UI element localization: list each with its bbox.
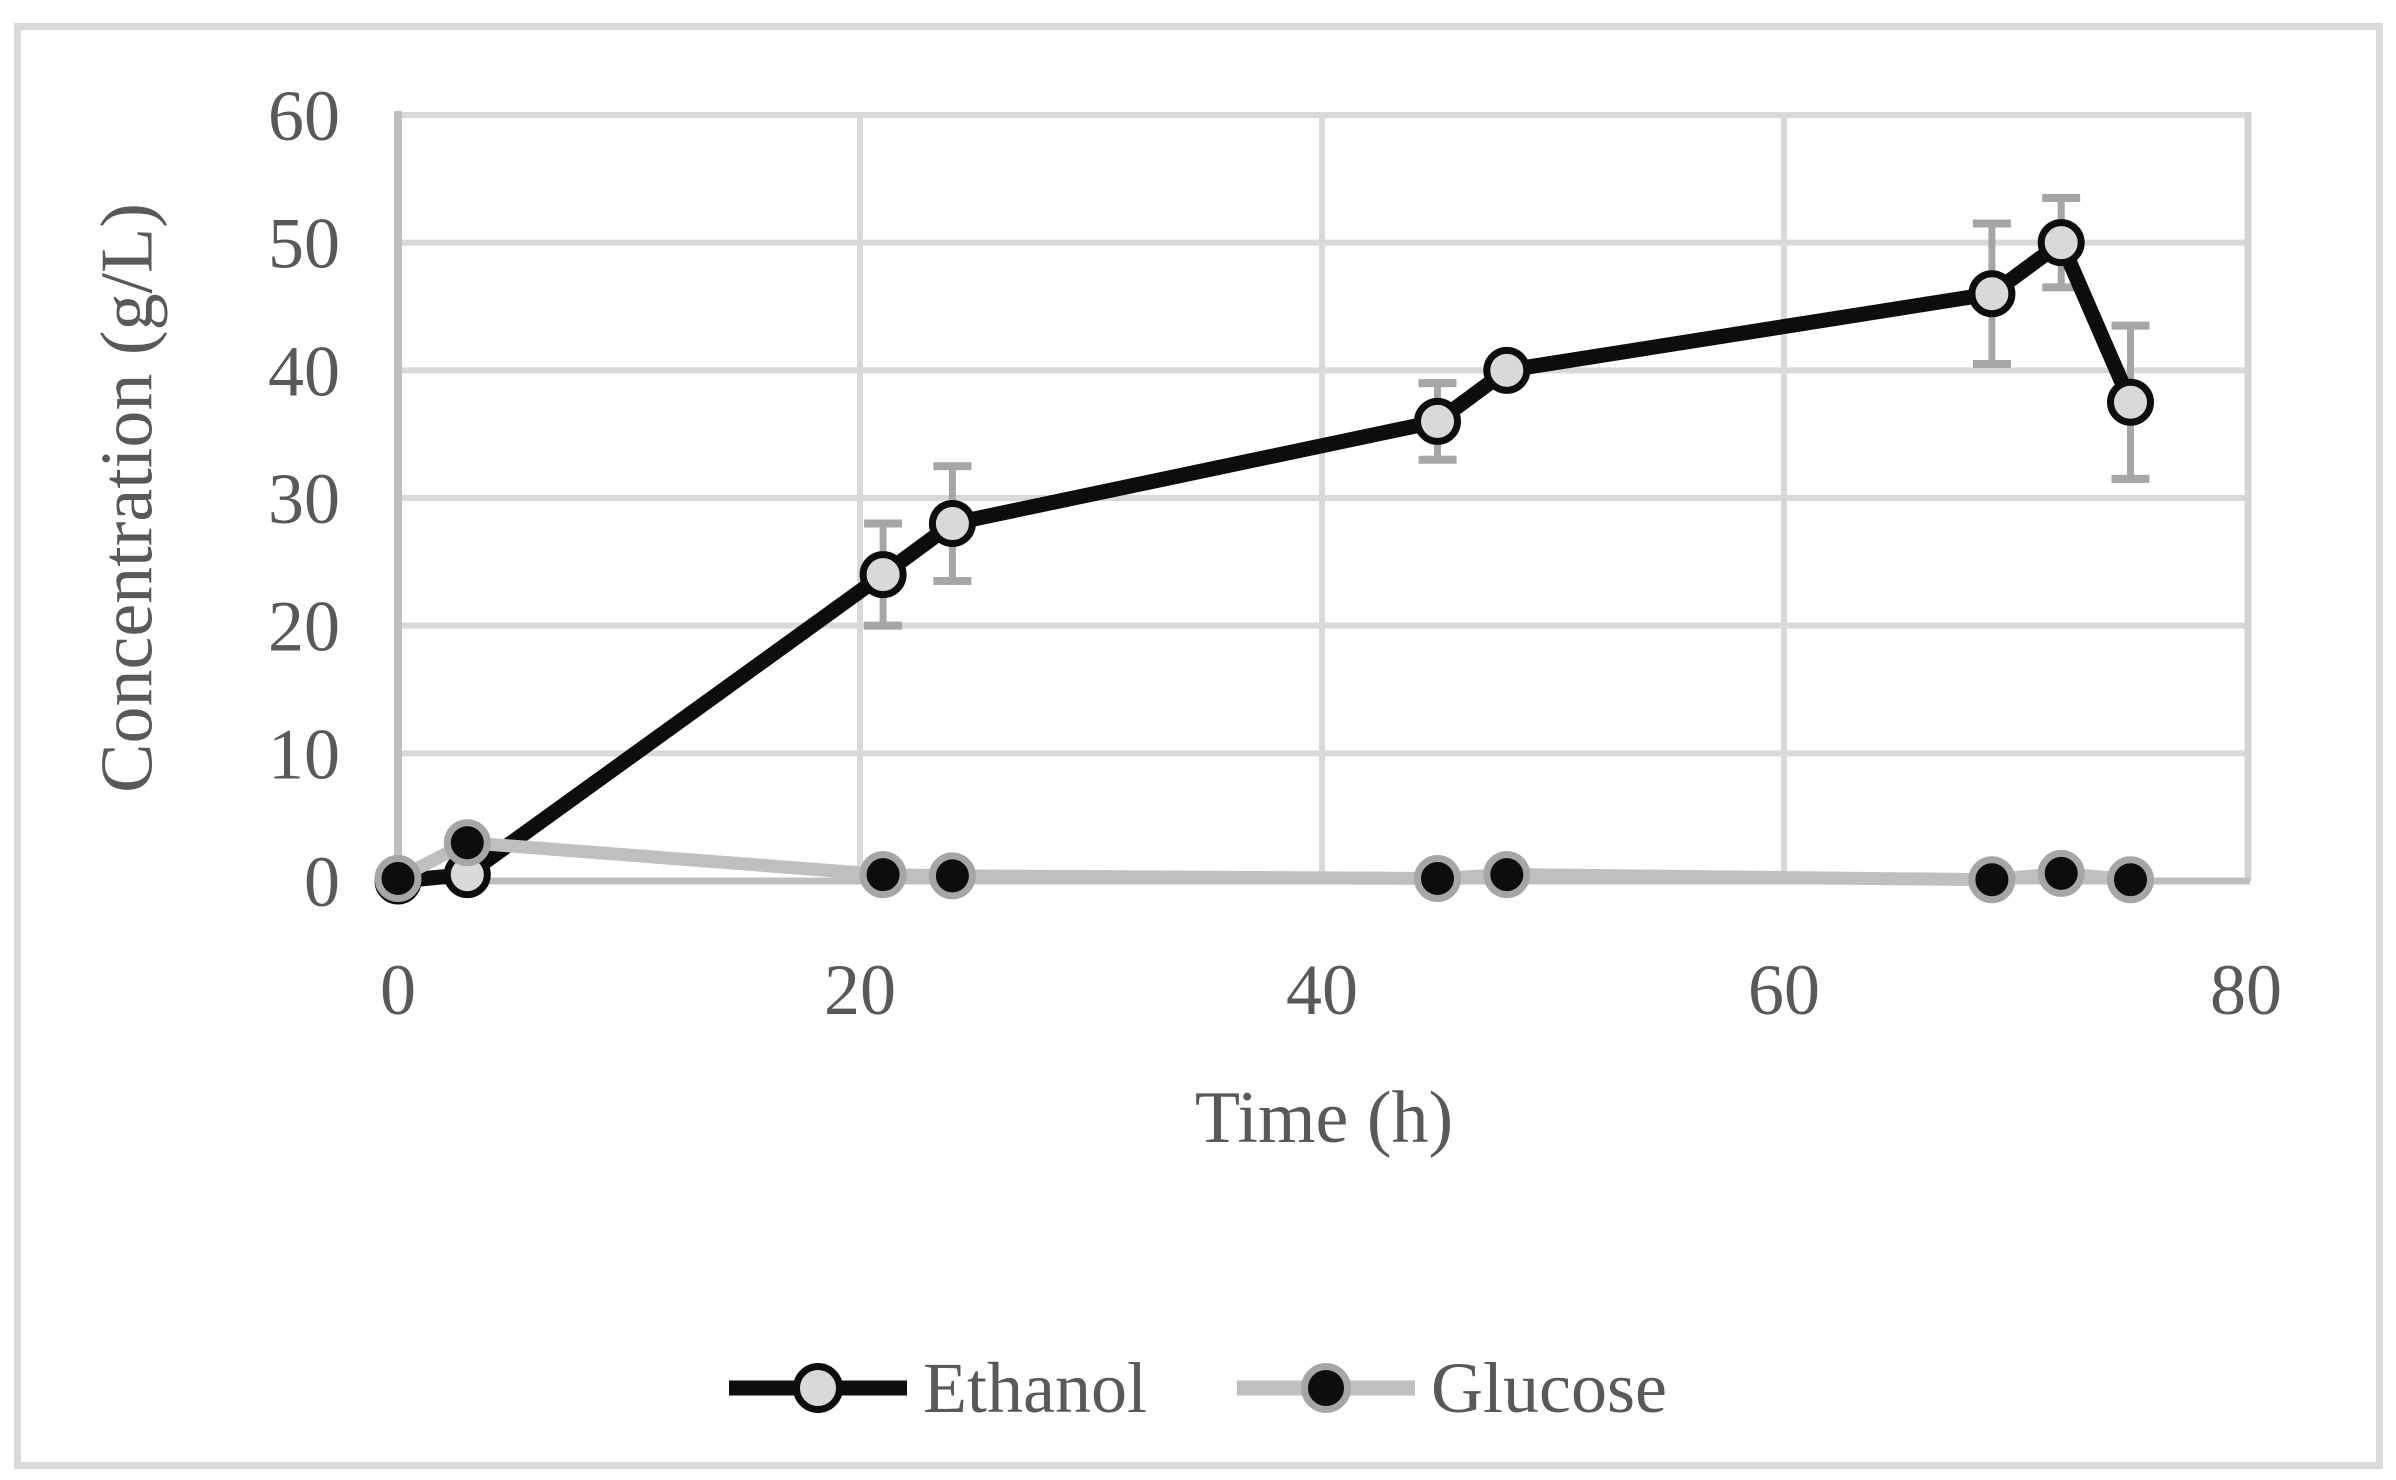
y-tick-label: 0 [304, 842, 340, 922]
legend-item-glucose: Glucose [1237, 1352, 1667, 1424]
glucose-series-line [391, 836, 2137, 887]
x-tick-label: 20 [824, 950, 896, 1030]
y-tick-label: 30 [268, 459, 340, 539]
glucose-marker [443, 819, 491, 867]
ethanol-marker [1414, 397, 1461, 445]
x-tick-label: 0 [380, 950, 416, 1030]
ethanol-legend-marker-icon [729, 1362, 908, 1414]
ethanol-marker [1483, 346, 1531, 394]
y-tick-label: 50 [268, 204, 340, 284]
y-tick-label: 20 [268, 587, 340, 667]
ethanol-marker [1968, 270, 2016, 318]
legend: Ethanol Glucose [0, 1352, 2396, 1424]
glucose-marker [859, 851, 907, 899]
x-tick-label: 40 [1286, 950, 1358, 1030]
legend-item-ethanol: Ethanol [729, 1352, 1147, 1424]
ethanol-legend-dot [793, 1363, 844, 1413]
y-tick-label: 40 [268, 331, 340, 411]
ethanol-marker [2107, 378, 2154, 426]
glucose-marker [1414, 854, 1461, 902]
glucose-marker [374, 854, 422, 902]
y-axis-title: Concentration (g/L) [86, 203, 169, 793]
y-tick-label: 60 [268, 76, 340, 156]
ethanol-marker [2037, 219, 2085, 267]
glucose-marker [2037, 849, 2085, 897]
glucose-marker [2107, 856, 2154, 904]
glucose-legend-dot [1301, 1363, 1351, 1413]
legend-label-glucose: Glucose [1431, 1348, 1667, 1428]
glucose-legend-marker-icon [1237, 1362, 1415, 1414]
ethanol-marker [859, 551, 907, 599]
x-tick-label: 60 [1748, 950, 1820, 1030]
glucose-marker [1968, 856, 2016, 904]
y-tick-label: 10 [268, 714, 340, 794]
legend-label-ethanol: Ethanol [923, 1348, 1147, 1428]
x-axis-title: Time (h) [1194, 1077, 1454, 1159]
glucose-marker [1483, 851, 1531, 899]
glucose-marker [928, 852, 976, 900]
ethanol-marker [928, 500, 976, 548]
x-tick-label: 80 [2210, 950, 2282, 1030]
ethanol-series-line [390, 235, 2138, 889]
